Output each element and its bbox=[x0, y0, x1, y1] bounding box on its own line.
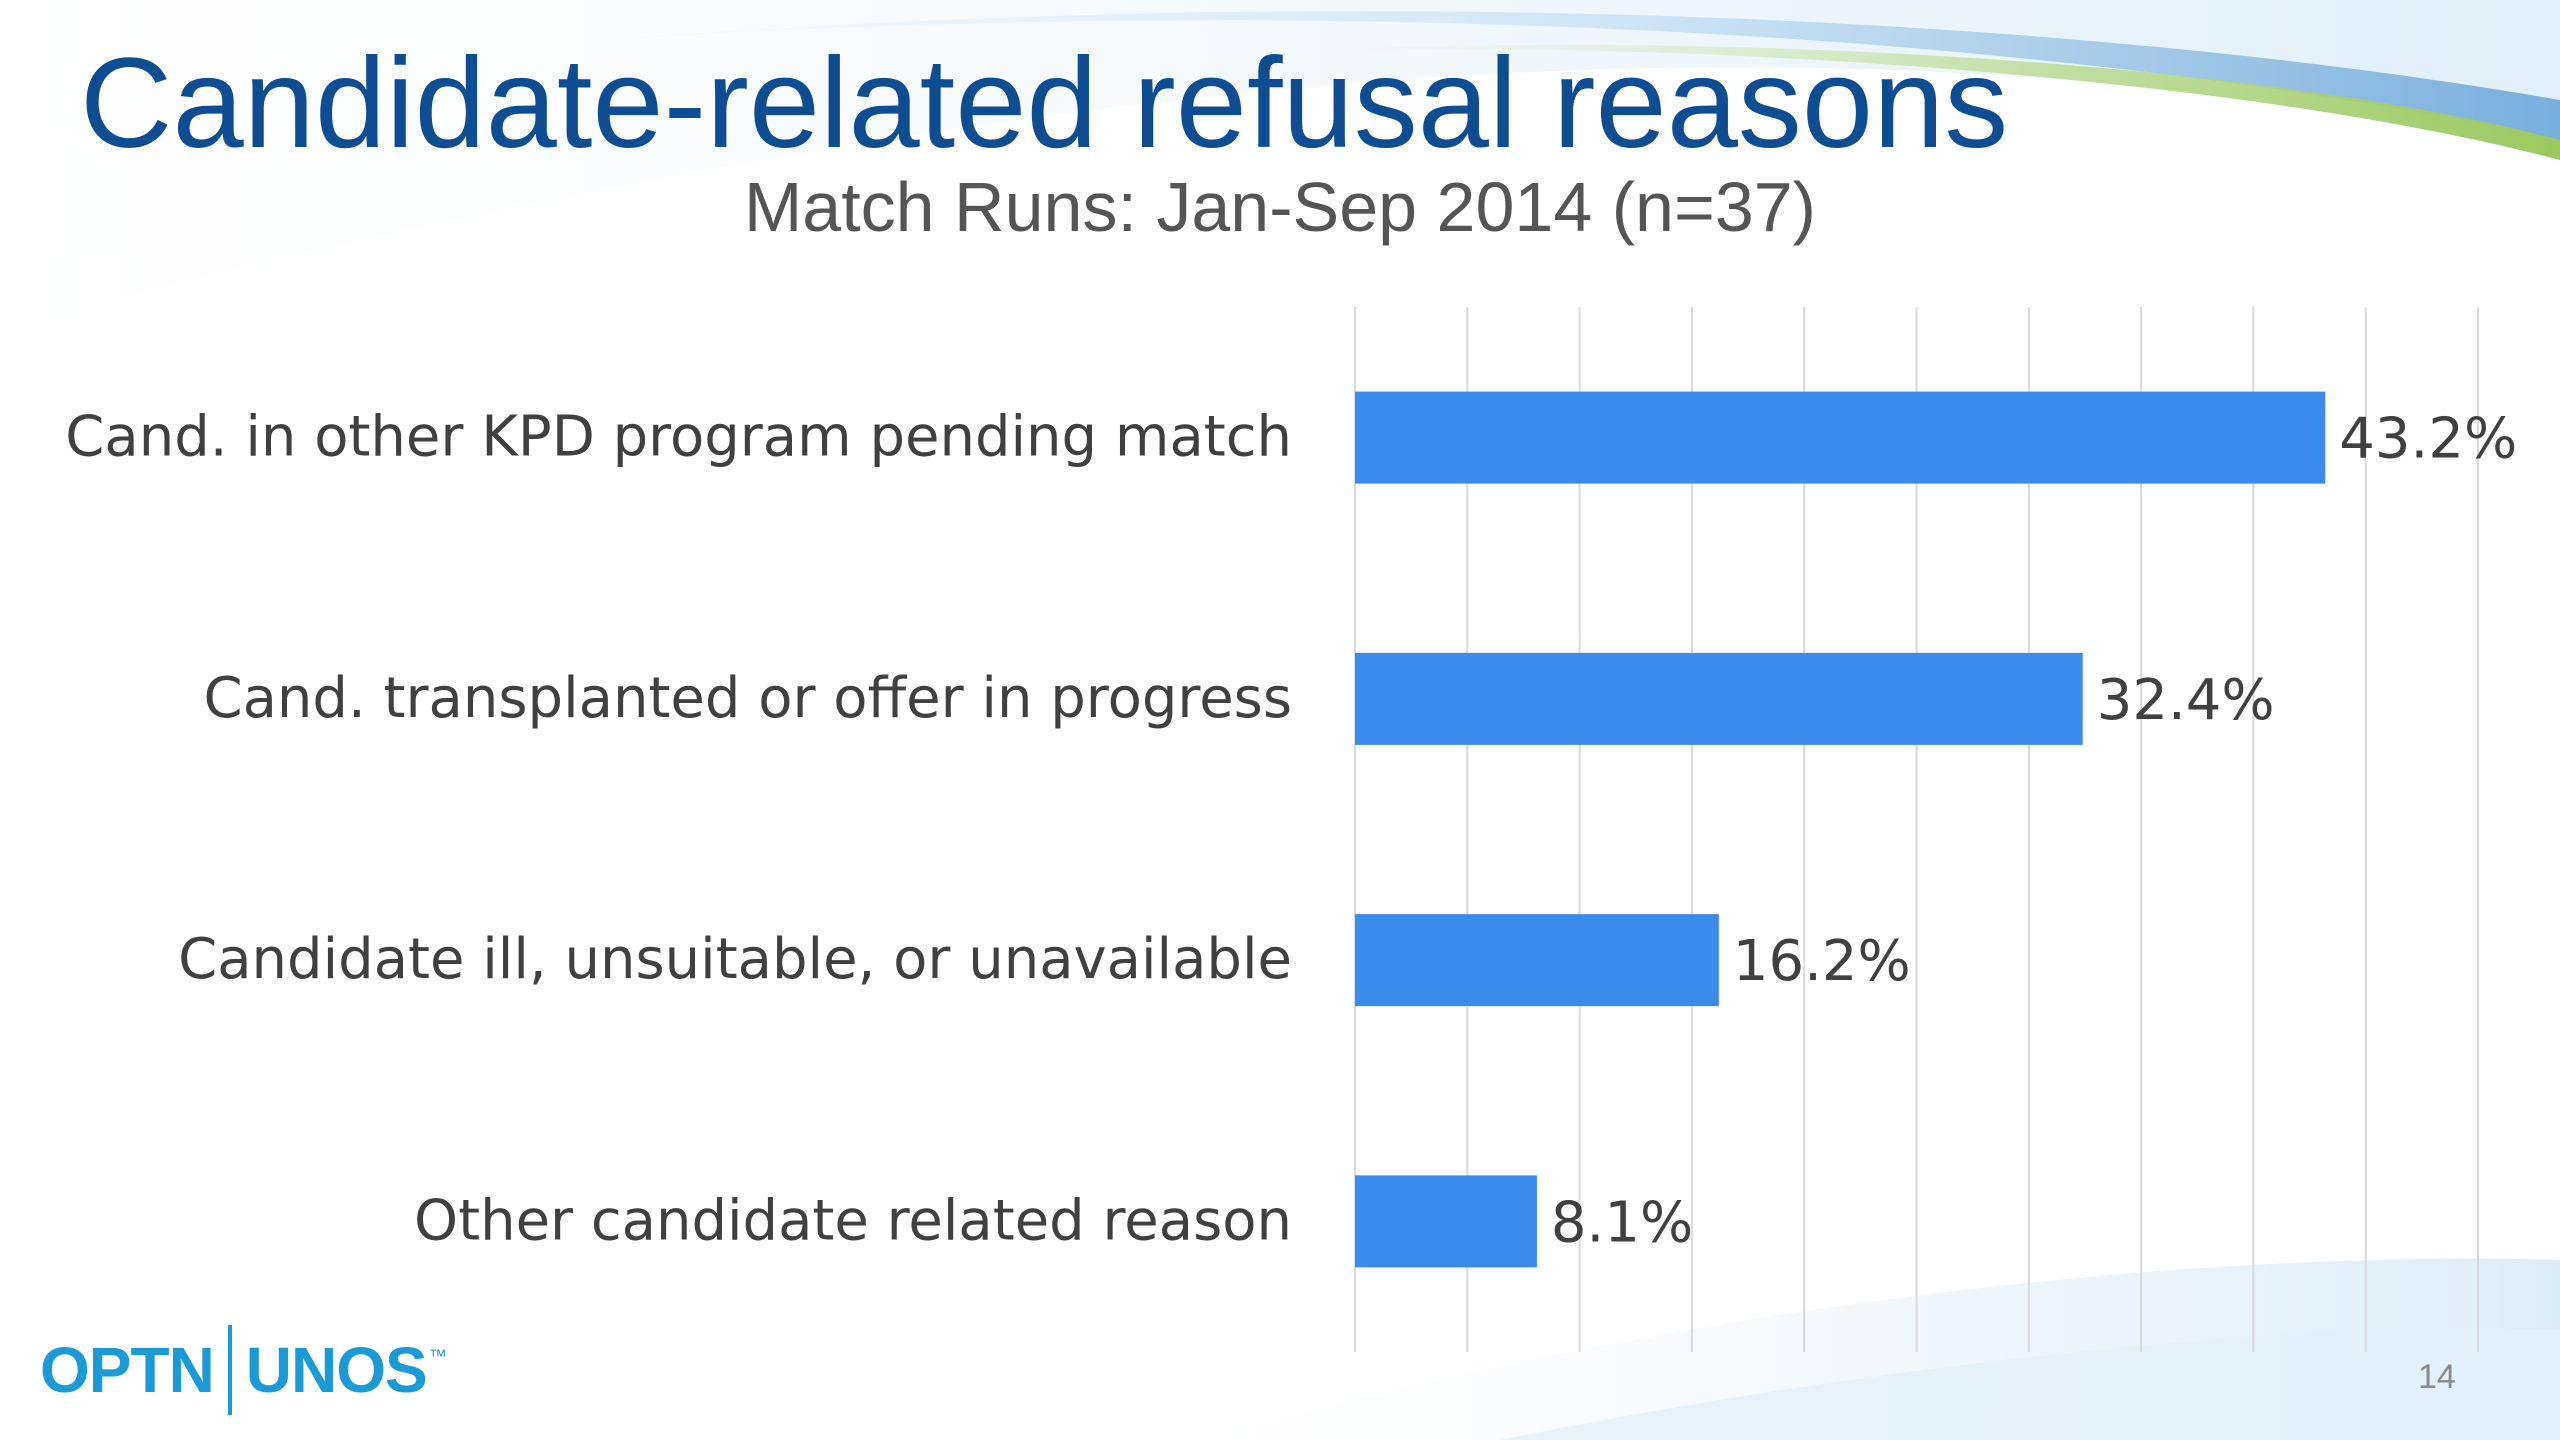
chart-subtitle: Match Runs: Jan-Sep 2014 (n=37) bbox=[743, 168, 1816, 246]
logo-trademark: ™ bbox=[428, 1346, 447, 1366]
data-label: 43.2% bbox=[2339, 407, 2517, 472]
page-number: 14 bbox=[2418, 1358, 2456, 1396]
data-label: 8.1% bbox=[1551, 1190, 1693, 1255]
bar bbox=[1355, 391, 2326, 484]
optn-unos-logo: OPTN UNOS ™ bbox=[40, 1322, 447, 1417]
data-label: 16.2% bbox=[1733, 929, 1911, 994]
bar bbox=[1355, 652, 2083, 745]
logo-divider bbox=[227, 1324, 232, 1415]
logo-optn-text: OPTN bbox=[40, 1333, 215, 1406]
bar bbox=[1355, 914, 1719, 1007]
logo-unos-text: UNOS bbox=[245, 1333, 428, 1406]
category-label: Cand. transplanted or offer in progress bbox=[204, 666, 1293, 731]
slide-title: Candidate-related refusal reasons bbox=[80, 32, 2009, 175]
category-label: Cand. in other KPD program pending match bbox=[65, 405, 1292, 470]
bar bbox=[1355, 1175, 1537, 1268]
category-label: Other candidate related reason bbox=[414, 1188, 1292, 1253]
data-label: 32.4% bbox=[2097, 668, 2275, 733]
category-label: Candidate ill, unsuitable, or unavailabl… bbox=[178, 927, 1292, 992]
